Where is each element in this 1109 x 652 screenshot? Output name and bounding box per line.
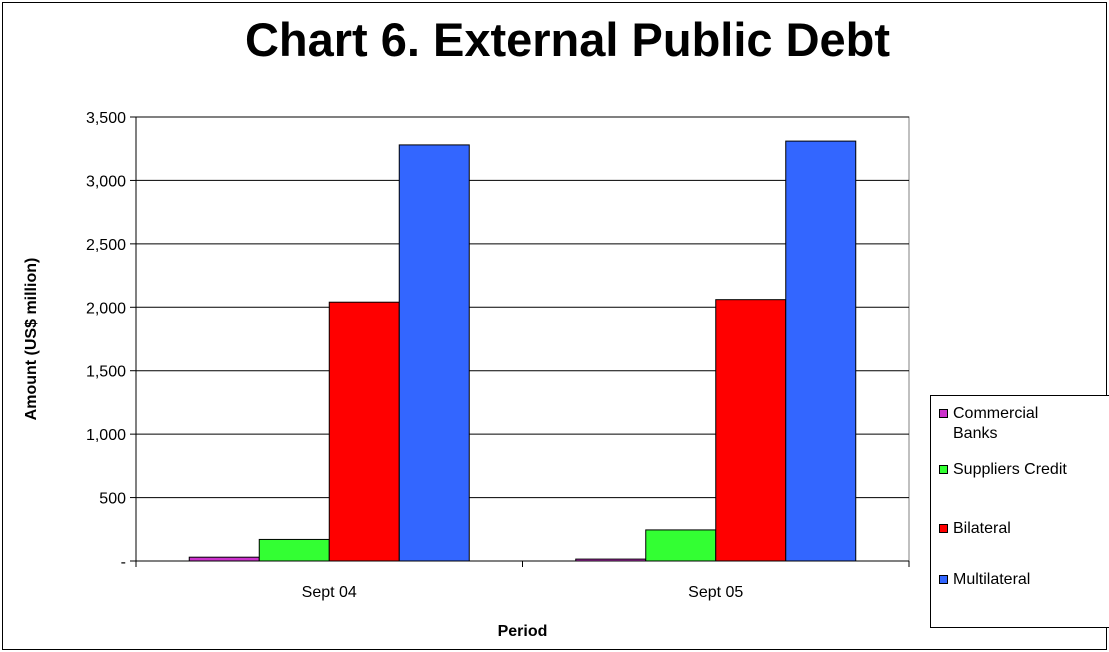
y-axis-label: Amount (US$ million)	[23, 258, 40, 421]
bar-multilateral-sept-04	[398, 144, 470, 562]
bar-commercial-banks-sept-04	[188, 556, 260, 562]
bar-multilateral-sept-05	[785, 140, 857, 562]
x-tick-label-sept-04: Sept 04	[302, 584, 357, 601]
y-tick-label-500: 500	[99, 491, 126, 508]
legend: Commercial Banks Suppliers Credit Bilate…	[930, 395, 1109, 628]
chart-title: Chart 6. External Public Debt	[244, 13, 891, 66]
legend-swatch-suppliers-credit	[939, 465, 948, 474]
y-tick-label-2500: 2,500	[86, 237, 126, 254]
y-tick-label-1000: 1,000	[86, 427, 126, 444]
bar-bilateral-sept-04	[328, 301, 400, 562]
legend-swatch-bilateral	[939, 524, 948, 533]
bar-suppliers-credit-sept-04	[258, 538, 330, 562]
bar-commercial-banks-sept-05	[575, 558, 647, 562]
x-tick-label-sept-05: Sept 05	[688, 584, 743, 601]
legend-label-commercial-banks: Commercial Banks	[953, 405, 1039, 442]
bar-suppliers-credit-sept-05	[645, 529, 717, 562]
legend-swatch-commercial-banks	[939, 409, 948, 418]
x-axis-label: Period	[498, 623, 548, 640]
bar-bilateral-sept-05	[715, 299, 787, 562]
legend-label-bilateral: Bilateral	[953, 520, 1011, 537]
legend-label-multilateral: Multilateral	[953, 571, 1031, 588]
legend-label-suppliers-credit: Suppliers Credit	[953, 461, 1067, 478]
y-tick-label-1500: 1,500	[86, 364, 126, 381]
legend-swatch-multilateral	[939, 575, 948, 584]
y-tick-label-2000: 2,000	[86, 300, 126, 317]
y-tick-label-3000: 3,000	[86, 173, 126, 190]
y-tick-label-0: -	[121, 554, 126, 571]
y-tick-label-3500: 3,500	[86, 110, 126, 127]
